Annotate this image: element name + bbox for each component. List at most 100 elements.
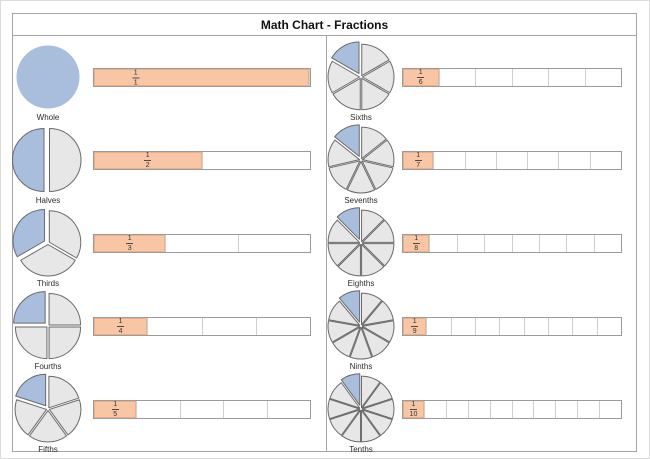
fraction-numerator: 1 bbox=[145, 152, 150, 159]
pie-slice bbox=[14, 399, 48, 436]
fraction-numerator: 1 bbox=[127, 235, 132, 242]
fraction-line bbox=[414, 160, 422, 161]
bar-cell bbox=[430, 235, 458, 252]
pie-slice bbox=[361, 326, 390, 358]
pie-block: Ninths bbox=[323, 288, 399, 371]
pie-chart bbox=[327, 207, 395, 277]
fraction-denominator: 5 bbox=[113, 411, 118, 418]
bar-cell bbox=[491, 401, 513, 418]
pie-label: Fourths bbox=[34, 362, 62, 371]
pie-slice bbox=[361, 43, 390, 77]
fraction-row: Thirds 1 3 bbox=[10, 202, 326, 288]
fraction-row: Whole 1 1 bbox=[10, 36, 326, 122]
chart-content: Whole 1 1 Halves 1 2 Thirds 1 3 Fourths 1 4 Fifths 1 5… bbox=[10, 36, 636, 454]
fraction-denominator: 3 bbox=[127, 245, 132, 252]
pie-slice bbox=[48, 399, 82, 436]
pie-slice bbox=[329, 409, 361, 436]
bar-cell bbox=[148, 318, 203, 335]
pie-slice bbox=[48, 375, 80, 409]
pie-block: Thirds bbox=[10, 205, 86, 288]
pie-chart bbox=[12, 128, 82, 192]
bar-cell bbox=[181, 401, 225, 418]
bar-cell bbox=[239, 235, 310, 252]
pie-slice bbox=[361, 219, 395, 243]
bar-cell bbox=[452, 318, 476, 335]
pie-slice bbox=[328, 300, 361, 326]
bar-cell bbox=[203, 152, 311, 169]
pie-slice-highlighted bbox=[15, 373, 47, 407]
fraction-numerator: 1 bbox=[411, 401, 416, 408]
bar-cell bbox=[434, 152, 466, 169]
pie-block: Whole bbox=[10, 39, 86, 122]
pie-slice-highlighted bbox=[334, 124, 360, 157]
pie-slice bbox=[48, 292, 82, 326]
pie-slice bbox=[360, 375, 381, 409]
pie-chart bbox=[14, 373, 82, 443]
pie-label: Sevenths bbox=[344, 196, 378, 205]
bar-cell bbox=[534, 401, 557, 418]
pie-slice bbox=[327, 139, 361, 168]
pie-slice bbox=[337, 243, 361, 277]
pie-slice bbox=[327, 320, 361, 343]
fraction-row: Sevenths 1 7 bbox=[327, 119, 636, 205]
pie-block: Eighths bbox=[323, 205, 399, 288]
pie-slice bbox=[362, 60, 395, 94]
fraction-denominator: 4 bbox=[118, 328, 123, 335]
bar-cell bbox=[513, 401, 535, 418]
fraction-line bbox=[117, 326, 125, 327]
bar-cell bbox=[469, 401, 491, 418]
bar-cell bbox=[203, 318, 257, 335]
bar-cell bbox=[485, 235, 513, 252]
fraction-numerator: 1 bbox=[412, 318, 417, 325]
bar-cell bbox=[458, 235, 486, 252]
bar-cell bbox=[559, 152, 591, 169]
pie-slice bbox=[48, 326, 82, 360]
fraction-line bbox=[144, 160, 152, 161]
bar-cell bbox=[166, 235, 239, 252]
bar-cell bbox=[540, 235, 568, 252]
bar-cell bbox=[549, 69, 586, 86]
fraction-row: Ninths 1 9 bbox=[327, 285, 636, 371]
pie-slice bbox=[361, 320, 395, 343]
pie-slice bbox=[327, 398, 360, 420]
bar-cell bbox=[556, 401, 579, 418]
fraction-row: Sixths 1 6 bbox=[327, 36, 636, 122]
pie-slice-highlighted bbox=[331, 41, 360, 75]
pie-slice bbox=[20, 244, 76, 277]
bar-cell bbox=[497, 152, 529, 169]
pie-slice-highlighted bbox=[16, 45, 80, 109]
pie-chart bbox=[12, 209, 82, 277]
fraction-bar: 1 10 bbox=[402, 400, 622, 419]
pie-slice bbox=[362, 398, 395, 420]
pie-slice bbox=[28, 410, 68, 443]
pie-slice bbox=[361, 409, 393, 436]
pie-slice-highlighted bbox=[340, 373, 361, 406]
bar-cell bbox=[513, 69, 549, 86]
fraction-line bbox=[409, 409, 417, 410]
bar-cell bbox=[500, 318, 525, 335]
fraction-denominator: 7 bbox=[416, 162, 421, 169]
bar-cell-highlighted bbox=[94, 69, 310, 86]
bar-cell bbox=[549, 318, 574, 335]
bar-cell bbox=[591, 152, 621, 169]
bar-cell bbox=[257, 318, 310, 335]
bar-cell bbox=[224, 401, 268, 418]
fraction-numerator: 1 bbox=[414, 235, 419, 242]
fraction-numerator: 1 bbox=[118, 318, 123, 325]
pie-slice bbox=[341, 409, 362, 443]
pie-slice bbox=[361, 139, 395, 168]
fraction-label: 1 10 bbox=[410, 401, 418, 418]
fraction-denominator: 2 bbox=[145, 162, 150, 169]
pie-slice bbox=[49, 128, 82, 192]
fraction-row: Tenths 1 10 bbox=[327, 368, 636, 454]
